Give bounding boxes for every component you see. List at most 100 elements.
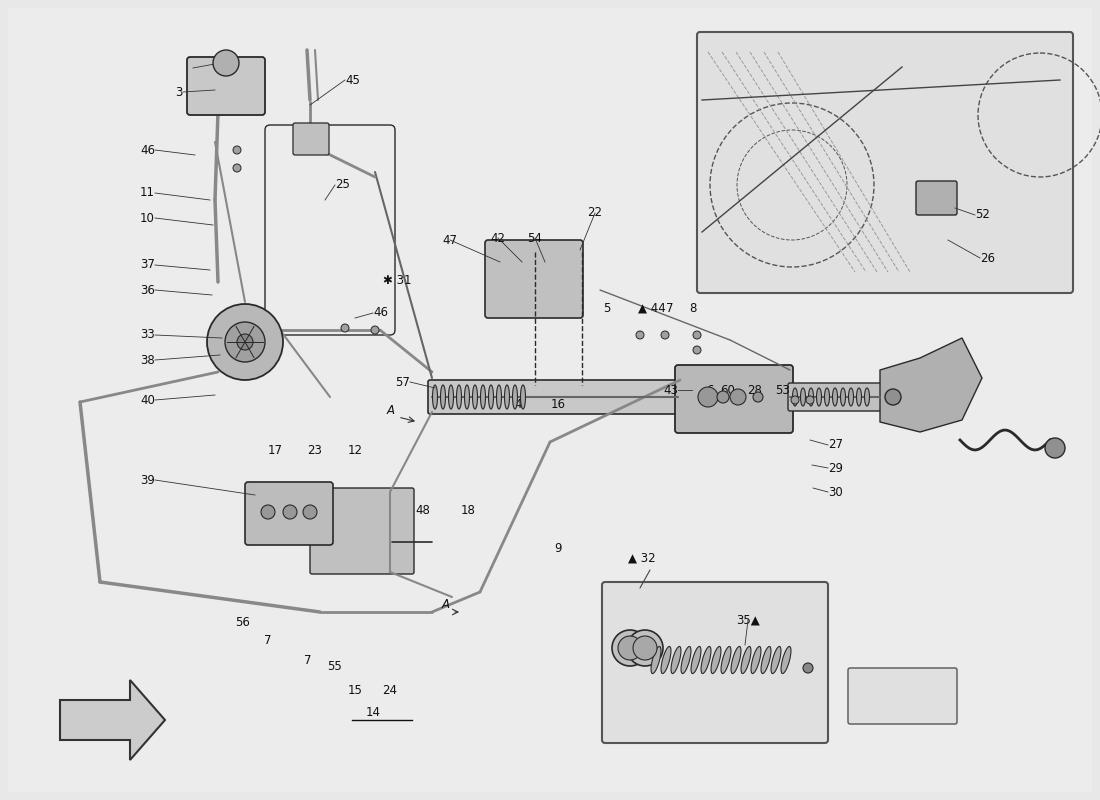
Ellipse shape [792, 388, 798, 406]
Text: 7: 7 [667, 302, 673, 314]
Text: 5: 5 [603, 302, 611, 314]
Text: 46: 46 [140, 143, 155, 157]
Ellipse shape [671, 646, 681, 674]
Ellipse shape [751, 646, 761, 674]
FancyBboxPatch shape [293, 123, 329, 155]
Circle shape [806, 396, 814, 404]
Circle shape [698, 387, 718, 407]
FancyBboxPatch shape [8, 8, 1092, 792]
Circle shape [261, 505, 275, 519]
Text: 40: 40 [140, 394, 155, 406]
Circle shape [636, 331, 644, 339]
Ellipse shape [761, 646, 771, 674]
Text: 39: 39 [140, 474, 155, 486]
FancyBboxPatch shape [848, 668, 957, 724]
Text: 26: 26 [980, 251, 996, 265]
Circle shape [226, 322, 265, 362]
Circle shape [618, 636, 642, 660]
Text: 30: 30 [828, 486, 843, 498]
Text: 35▲: 35▲ [736, 614, 760, 626]
Ellipse shape [720, 646, 732, 674]
Text: 38: 38 [141, 354, 155, 366]
Text: 7: 7 [264, 634, 272, 646]
Text: 25: 25 [336, 178, 350, 191]
Text: 47: 47 [442, 234, 458, 246]
Text: 55: 55 [328, 659, 342, 673]
FancyBboxPatch shape [245, 482, 333, 545]
Text: 24: 24 [383, 683, 397, 697]
Text: 15: 15 [348, 683, 362, 697]
Polygon shape [880, 338, 982, 432]
Text: A: A [387, 403, 395, 417]
Ellipse shape [833, 388, 837, 406]
Circle shape [233, 146, 241, 154]
Ellipse shape [473, 385, 477, 409]
Ellipse shape [513, 385, 517, 409]
Text: 33: 33 [141, 329, 155, 342]
Text: ▲ 44: ▲ 44 [638, 302, 666, 314]
Circle shape [213, 50, 239, 76]
Circle shape [632, 636, 657, 660]
Circle shape [371, 326, 380, 334]
Ellipse shape [651, 646, 661, 674]
Text: 56: 56 [235, 615, 251, 629]
Circle shape [612, 630, 648, 666]
Ellipse shape [481, 385, 485, 409]
Ellipse shape [661, 646, 671, 674]
Text: 2: 2 [186, 62, 192, 74]
Circle shape [661, 331, 669, 339]
Text: 28: 28 [748, 383, 762, 397]
Text: 27: 27 [828, 438, 843, 451]
Text: 6: 6 [706, 383, 714, 397]
Ellipse shape [825, 388, 829, 406]
Text: 3: 3 [176, 86, 183, 98]
Text: ▲ = 1: ▲ = 1 [858, 686, 894, 699]
Text: 22: 22 [587, 206, 603, 219]
Text: 36: 36 [140, 283, 155, 297]
Ellipse shape [449, 385, 453, 409]
Text: 54: 54 [528, 231, 542, 245]
Circle shape [236, 334, 253, 350]
Text: 37: 37 [140, 258, 155, 271]
FancyBboxPatch shape [485, 240, 583, 318]
Circle shape [693, 331, 701, 339]
Ellipse shape [456, 385, 462, 409]
Text: 7: 7 [305, 654, 311, 666]
Text: 18: 18 [461, 503, 475, 517]
Ellipse shape [840, 388, 846, 406]
Ellipse shape [848, 388, 854, 406]
Ellipse shape [865, 388, 869, 406]
Ellipse shape [520, 385, 526, 409]
Ellipse shape [464, 385, 470, 409]
Circle shape [233, 164, 241, 172]
Text: 9: 9 [554, 542, 562, 554]
Ellipse shape [857, 388, 861, 406]
Ellipse shape [816, 388, 822, 406]
Text: 23: 23 [308, 443, 322, 457]
Text: 8: 8 [690, 302, 696, 314]
Ellipse shape [732, 646, 741, 674]
Circle shape [207, 304, 283, 380]
FancyBboxPatch shape [675, 365, 793, 433]
FancyBboxPatch shape [310, 488, 414, 574]
Text: 48: 48 [416, 503, 430, 517]
FancyBboxPatch shape [916, 181, 957, 215]
Ellipse shape [741, 646, 751, 674]
Ellipse shape [432, 385, 438, 409]
Ellipse shape [496, 385, 502, 409]
Ellipse shape [488, 385, 494, 409]
Text: 29: 29 [828, 462, 843, 474]
Text: 57: 57 [395, 375, 410, 389]
Ellipse shape [505, 385, 509, 409]
Text: ▲ 32: ▲ 32 [628, 551, 656, 565]
Ellipse shape [711, 646, 720, 674]
Text: 16: 16 [550, 398, 565, 411]
Ellipse shape [808, 388, 814, 406]
Text: 4: 4 [515, 398, 521, 411]
Text: 14: 14 [365, 706, 381, 719]
Circle shape [302, 505, 317, 519]
Ellipse shape [801, 388, 805, 406]
Circle shape [1045, 438, 1065, 458]
FancyBboxPatch shape [697, 32, 1072, 293]
Text: 52: 52 [975, 209, 990, 222]
